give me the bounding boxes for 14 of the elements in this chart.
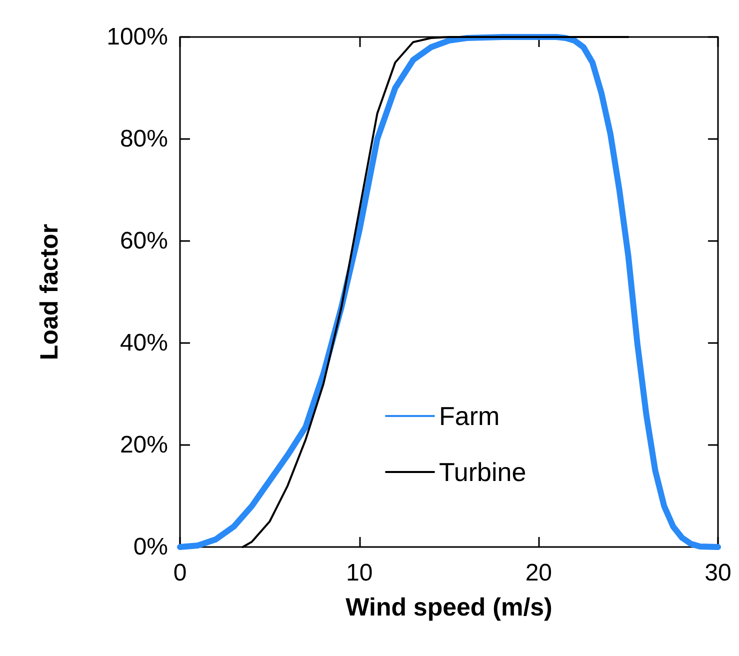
y-tick-label: 60% <box>120 228 168 254</box>
y-tick-label: 100% <box>106 24 168 50</box>
x-tick-label: 30 <box>704 560 732 586</box>
x-axis-title: Wind speed (m/s) <box>346 594 552 622</box>
y-tick-label: 0% <box>133 534 168 560</box>
y-tick-label: 80% <box>120 126 168 152</box>
x-tick-label: 20 <box>525 560 552 586</box>
x-tick-label: 0 <box>173 560 187 586</box>
y-tick-label: 20% <box>120 432 168 458</box>
y-axis-title: Load factor <box>36 224 64 360</box>
legend-label: Turbine <box>439 457 526 487</box>
legend-label: Farm <box>439 401 500 431</box>
x-tick-label: 10 <box>346 560 373 586</box>
y-tick-label: 40% <box>120 330 168 356</box>
